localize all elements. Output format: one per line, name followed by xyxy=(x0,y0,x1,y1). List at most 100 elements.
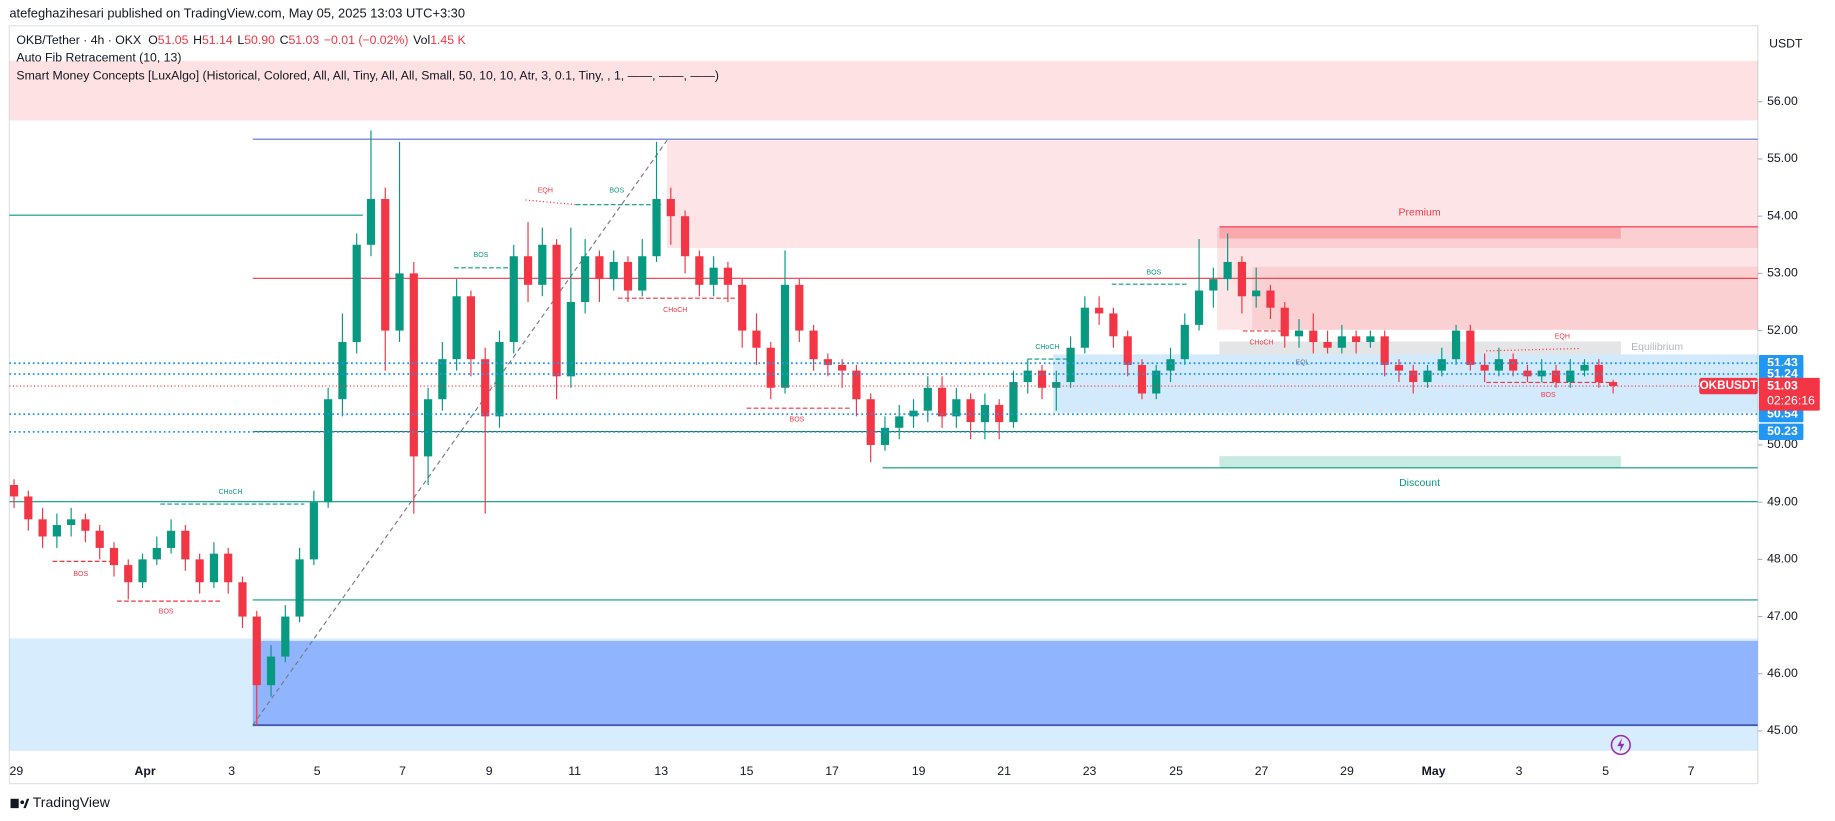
annotation: EQH xyxy=(1555,334,1570,341)
candle-body xyxy=(395,273,404,331)
candle-body xyxy=(1194,290,1204,325)
candle-body xyxy=(1309,330,1318,343)
candle-body xyxy=(1095,307,1104,314)
candle-body xyxy=(880,427,890,445)
candle-body xyxy=(995,404,1004,423)
candle-body xyxy=(823,359,832,365)
x-tick-label: 7 xyxy=(399,764,406,778)
candle-body xyxy=(9,485,19,497)
volume-key: Vol xyxy=(413,33,430,47)
candle-body xyxy=(1451,330,1461,360)
x-tick-label: 13 xyxy=(654,764,668,778)
candle-body xyxy=(109,547,119,566)
candle-body xyxy=(452,296,461,360)
last-price-label: 51.03 xyxy=(1767,378,1798,392)
x-tick-label: 5 xyxy=(314,764,321,778)
change: −0.01 (−0.02%) xyxy=(324,33,409,47)
annotation: CHoCH xyxy=(1249,340,1273,347)
y-tick-label: 54.00 xyxy=(1767,208,1798,222)
legend-ohlc: OKB/Tether · 4h · OKX O51.05 H51.14 L50.90 C… xyxy=(16,33,466,47)
candle-body xyxy=(338,342,347,400)
candle-body xyxy=(1280,307,1289,337)
demand-block xyxy=(252,640,1758,727)
y-tick-label: 45.00 xyxy=(1767,723,1798,737)
candle-body xyxy=(1166,359,1175,371)
price-badge-label: 50.23 xyxy=(1767,424,1798,438)
x-tick-label: 17 xyxy=(825,764,839,778)
candle-body xyxy=(623,261,633,291)
ticker-label: OKBUSDT xyxy=(1700,379,1759,392)
field-value: 51.14 xyxy=(202,33,233,47)
candle-body xyxy=(866,399,875,445)
candle-body xyxy=(1566,370,1575,383)
x-tick-label: 3 xyxy=(1516,764,1523,778)
field-key: L xyxy=(237,33,244,47)
field-value: 51.05 xyxy=(158,33,189,47)
candle-body xyxy=(67,519,76,526)
candle-body xyxy=(695,256,704,285)
x-tick-label: 3 xyxy=(228,764,235,778)
alert-icon[interactable] xyxy=(1610,734,1631,756)
discount-band xyxy=(1219,456,1621,468)
y-tick-label: 53.00 xyxy=(1767,266,1798,280)
y-tick-label: 55.00 xyxy=(1767,151,1798,165)
candle-body xyxy=(1380,336,1389,365)
candle-body xyxy=(52,525,61,537)
y-tick-label: 49.00 xyxy=(1767,494,1798,508)
candle-body xyxy=(1409,370,1418,383)
countdown-label: 02:26:16 xyxy=(1767,394,1815,408)
candle-body xyxy=(409,273,418,457)
candle-body xyxy=(838,364,847,371)
candle-body xyxy=(752,330,761,348)
price-badge-label: 51.24 xyxy=(1767,366,1798,380)
candle-body xyxy=(195,559,204,583)
candle-body xyxy=(895,416,904,428)
candle-body xyxy=(352,244,361,343)
annotation: BOS xyxy=(1541,392,1556,399)
candle-body xyxy=(966,399,975,423)
candle-body xyxy=(1237,261,1246,297)
plot-frame xyxy=(8,25,1759,785)
candles xyxy=(9,130,1618,726)
y-tick-label: 48.00 xyxy=(1767,552,1798,566)
candle-body xyxy=(980,404,990,423)
x-tick-label: 5 xyxy=(1602,764,1609,778)
candle-body xyxy=(1123,336,1132,365)
annotation: BOS xyxy=(159,609,174,616)
annotation: CHoCH xyxy=(218,489,242,496)
brand: TradingView xyxy=(33,794,111,810)
candle-body xyxy=(1366,336,1375,343)
candle-body xyxy=(523,256,533,285)
x-tick-label: 11 xyxy=(568,764,581,778)
candle-body xyxy=(381,199,390,331)
candle-body xyxy=(1437,359,1446,371)
candle-body xyxy=(795,284,804,331)
x-tick-label: 21 xyxy=(997,764,1011,778)
annotation: CHoCH xyxy=(663,307,687,314)
candle-body xyxy=(81,519,90,531)
x-tick-label: May xyxy=(1422,764,1446,778)
candle-body xyxy=(1023,370,1032,383)
y-tick-label: 46.00 xyxy=(1767,666,1798,680)
candle-body xyxy=(1423,370,1432,383)
candle-body xyxy=(666,199,675,217)
candle-body xyxy=(1394,364,1404,371)
candle-body xyxy=(566,301,575,377)
last-price-badge xyxy=(1758,377,1820,411)
candle-body xyxy=(1252,290,1261,297)
candle-body xyxy=(809,330,818,360)
candle-body xyxy=(252,616,261,686)
candle-body xyxy=(281,616,290,657)
candle-body xyxy=(552,244,561,377)
x-tick-label: 27 xyxy=(1255,764,1269,778)
logo-mark xyxy=(10,798,19,809)
candle-body xyxy=(852,370,861,400)
candle-body xyxy=(166,530,176,548)
candle-body xyxy=(937,387,947,417)
candle-body xyxy=(138,559,147,583)
y-tick-label: 47.00 xyxy=(1767,609,1798,623)
candle-body xyxy=(766,347,775,388)
eqh-line xyxy=(525,199,576,206)
candle-body xyxy=(481,359,490,417)
